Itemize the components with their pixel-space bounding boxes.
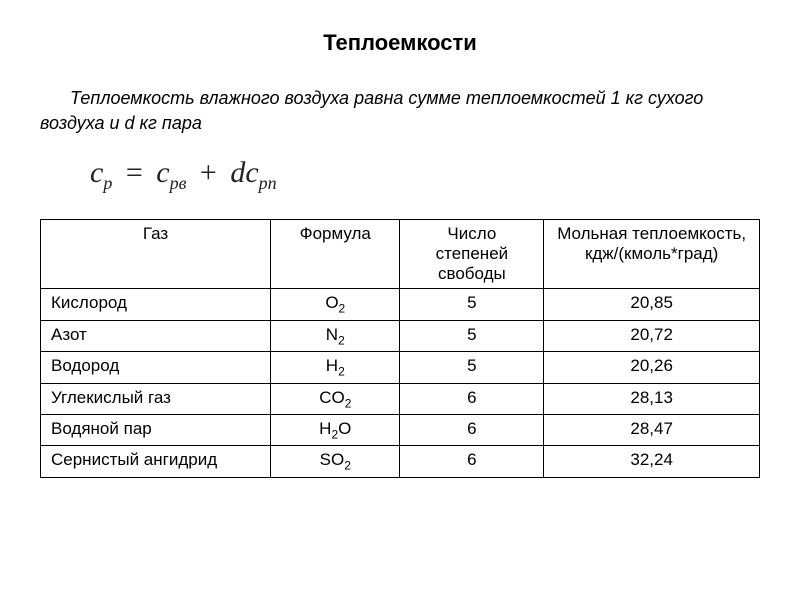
col-header-formula: Формула — [271, 220, 400, 289]
eq-term2-base: c — [245, 156, 258, 189]
formula-base: H — [326, 356, 338, 375]
eq-term1-sub: pв — [170, 173, 187, 193]
table-row: АзотN2520,72 — [41, 320, 760, 351]
table-row: Углекислый газCO2628,13 — [41, 383, 760, 414]
cell-formula: O2 — [271, 289, 400, 320]
eq-term2-sub: pп — [259, 173, 277, 193]
formula-base: O — [325, 293, 338, 312]
cell-dof: 6 — [400, 383, 544, 414]
cell-cp: 20,26 — [544, 352, 760, 383]
cell-cp: 20,72 — [544, 320, 760, 351]
col-header-dof: Число степеней свободы — [400, 220, 544, 289]
formula-sub: 2 — [338, 365, 345, 379]
col-header-gas: Газ — [41, 220, 271, 289]
cell-gas: Водород — [41, 352, 271, 383]
cell-formula: H2O — [271, 414, 400, 445]
col-header-cp: Мольная теплоемкость, кдж/(кмоль*град) — [544, 220, 760, 289]
cell-dof: 5 — [400, 289, 544, 320]
cell-dof: 6 — [400, 446, 544, 477]
cell-gas: Сернистый ангидрид — [41, 446, 271, 477]
table-row: Водяной парH2O628,47 — [41, 414, 760, 445]
cell-formula: SO2 — [271, 446, 400, 477]
equation: cp = cpв + dcpп — [90, 156, 760, 194]
formula-tail: O — [338, 419, 351, 438]
cell-gas: Водяной пар — [41, 414, 271, 445]
table-header-row: Газ Формула Число степеней свободы Мольн… — [41, 220, 760, 289]
formula-sub: 2 — [344, 459, 351, 473]
table-row: ВодородH2520,26 — [41, 352, 760, 383]
eq-term1-base: c — [156, 156, 169, 189]
cell-formula: CO2 — [271, 383, 400, 414]
eq-equals: = — [126, 156, 143, 189]
formula-sub: 2 — [345, 396, 352, 410]
cell-dof: 5 — [400, 352, 544, 383]
cell-gas: Кислород — [41, 289, 271, 320]
cell-gas: Углекислый газ — [41, 383, 271, 414]
formula-sub: 2 — [339, 302, 346, 316]
eq-coeff: d — [230, 156, 245, 189]
formula-base: CO — [319, 388, 345, 407]
table-row: КислородO2520,85 — [41, 289, 760, 320]
cell-cp: 28,47 — [544, 414, 760, 445]
eq-plus: + — [200, 156, 217, 189]
eq-lhs-sub: p — [103, 173, 112, 193]
formula-base: H — [319, 419, 331, 438]
eq-lhs-base: c — [90, 156, 103, 189]
cell-formula: H2 — [271, 352, 400, 383]
cell-cp: 32,24 — [544, 446, 760, 477]
cell-dof: 5 — [400, 320, 544, 351]
cell-gas: Азот — [41, 320, 271, 351]
table-row: Сернистый ангидридSO2632,24 — [41, 446, 760, 477]
cell-dof: 6 — [400, 414, 544, 445]
formula-base: N — [326, 325, 338, 344]
heat-capacity-table: Газ Формула Число степеней свободы Мольн… — [40, 219, 760, 477]
cell-formula: N2 — [271, 320, 400, 351]
formula-sub: 2 — [338, 333, 345, 347]
cell-cp: 20,85 — [544, 289, 760, 320]
formula-base: SO — [320, 450, 345, 469]
cell-cp: 28,13 — [544, 383, 760, 414]
page-title: Теплоемкости — [40, 30, 760, 56]
intro-text: Теплоемкость влажного воздуха равна сумм… — [40, 86, 760, 136]
